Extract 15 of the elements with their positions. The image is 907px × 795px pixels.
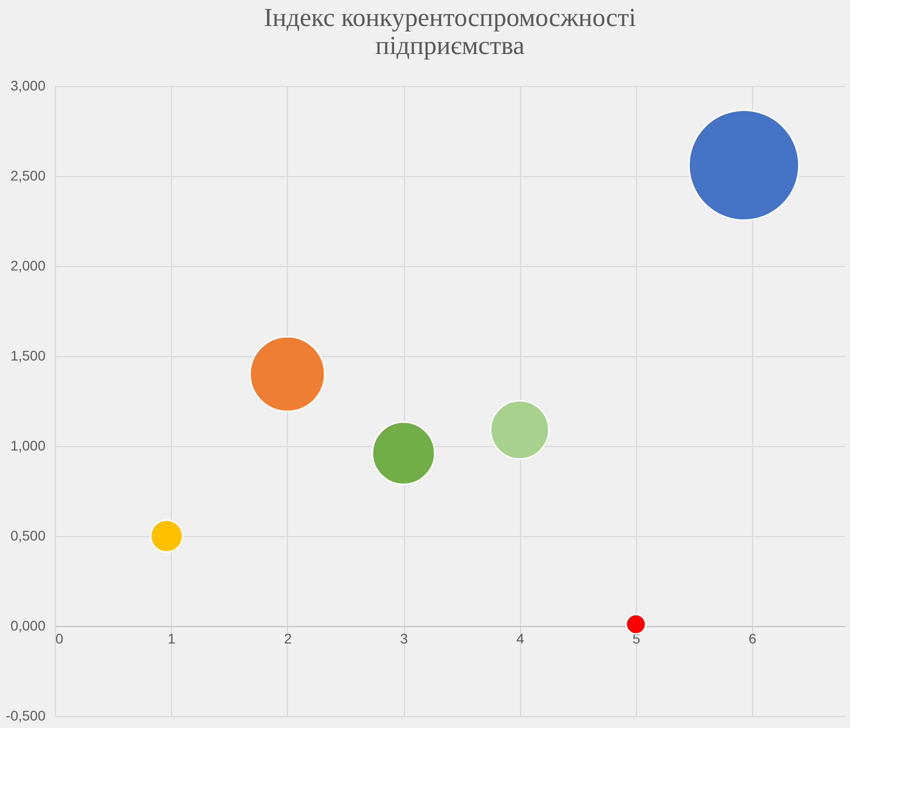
y-tick-label: 1,000 (10, 438, 46, 454)
y-tick-label: 2,500 (10, 168, 46, 184)
x-tick-label: 2 (284, 630, 292, 646)
y-tick-label: 0,500 (10, 528, 46, 544)
x-tick-label: 0 (56, 630, 64, 646)
x-tick-label: 3 (400, 630, 408, 646)
y-tick-label: 2,000 (10, 258, 46, 274)
y-tick-label: -0,500 (6, 708, 46, 724)
x-tick-label: 1 (168, 630, 176, 646)
y-tick-label: 1,500 (10, 348, 46, 364)
x-tick-label: 4 (516, 630, 524, 646)
x-tick-label: 6 (748, 630, 757, 646)
chart-title: Індекс конкурентоспромосжності підприємства (264, 3, 636, 60)
y-tick-label: 0,000 (10, 618, 46, 634)
y-tick-label: 3,000 (10, 78, 46, 94)
